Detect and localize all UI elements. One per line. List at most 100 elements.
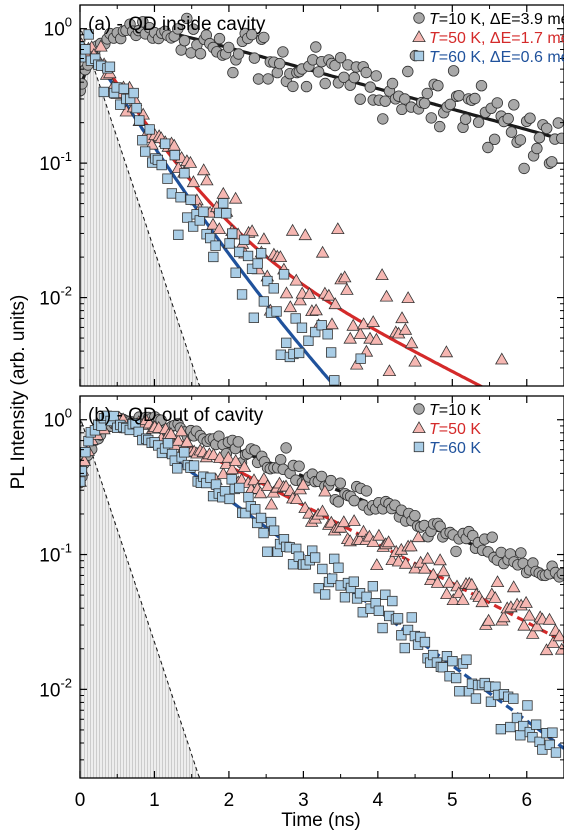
panel-a-marker-3 (98, 86, 109, 98)
panel-a-marker-2 (379, 289, 394, 302)
panel-b-marker-3 (234, 482, 245, 494)
panel-b-marker-2 (408, 561, 422, 574)
panel-a-marker-2 (401, 291, 415, 303)
panel-b-marker-3 (396, 630, 407, 641)
panel-b-marker-3 (348, 576, 360, 587)
panel-a-marker-3 (118, 83, 129, 94)
panel-a-marker-1 (469, 92, 481, 105)
panel-b-marker-2 (436, 564, 451, 577)
panel-a-marker-1 (222, 41, 235, 54)
panel-b-marker-2 (356, 524, 371, 537)
panel-a-marker-2 (216, 186, 231, 199)
panel-a-marker-3 (144, 124, 155, 135)
panel-a-y-tick-label: 10-1 (39, 149, 72, 175)
panel-a-marker-2 (325, 317, 339, 330)
panel-a-marker-3 (322, 329, 333, 340)
panel-a-marker-1 (444, 98, 457, 111)
panel-a-marker-1 (246, 28, 258, 41)
panel-a-marker-1 (370, 70, 382, 82)
panel-a-marker-3 (281, 337, 292, 349)
panel-a-marker-1 (287, 80, 299, 93)
panel-b-marker-2 (381, 535, 396, 548)
panel-b-marker-2 (465, 577, 479, 590)
panel-a-marker-3 (162, 173, 173, 184)
panel-a-marker-2 (404, 336, 419, 349)
panel-a-marker-1 (300, 80, 313, 93)
panel-b-marker-3 (399, 642, 410, 654)
panel-a-marker-2 (398, 322, 413, 335)
panel-b-marker-3 (243, 492, 254, 503)
panel-a-marker-3 (236, 289, 248, 300)
panel-b-marker-2 (404, 539, 418, 552)
panel-b-marker-3 (495, 724, 507, 735)
panel-b-marker-3 (309, 552, 321, 563)
panel-a-y-tick-label: 10-2 (39, 284, 72, 310)
panel-a-marker-3 (182, 212, 193, 223)
panel-b-marker-3 (402, 624, 414, 636)
panel-b-legend-label-1: T=10 K (429, 402, 481, 419)
x-tick-label: 1 (149, 790, 160, 811)
panel-b-marker-2 (519, 595, 533, 608)
panel-a-marker-3 (271, 306, 282, 317)
panel-b-marker-3 (505, 721, 516, 733)
panel-b-marker-2 (430, 575, 445, 588)
panel-a-marker-1 (399, 93, 411, 105)
panel-b-marker-2 (260, 479, 275, 491)
panel-b-marker-2 (290, 492, 304, 504)
panel-a-marker-3 (258, 296, 270, 307)
panel-a: (a) - QD inside cavity T=10 K, ΔE=3.9 me… (79, 4, 564, 387)
panel-a-marker-3 (204, 232, 216, 244)
panel-a-marker-2 (382, 364, 397, 376)
panel-b-marker-3 (518, 720, 529, 732)
panel-a-marker-2 (298, 228, 313, 241)
panel-b-y-tick-label: 100 (44, 406, 72, 432)
panel-b-marker-3 (80, 465, 87, 477)
panel-b-marker-3 (83, 435, 94, 447)
panel-a-marker-1 (213, 32, 226, 45)
panel-b-marker-2 (411, 530, 426, 543)
panel-a-marker-3 (221, 208, 232, 219)
panel-a-marker-1 (80, 78, 88, 90)
panel-a-marker-1 (187, 23, 200, 35)
panel-b-marker-1 (360, 485, 373, 497)
panel-a-marker-3 (175, 192, 186, 203)
panel-b-marker-1 (332, 496, 345, 508)
panel-a-marker-1 (459, 113, 472, 125)
panel-a-marker-3 (293, 347, 305, 359)
panel-b-marker-2 (171, 433, 186, 446)
panel-a-marker-2 (309, 303, 323, 316)
panel-a-marker-3 (169, 149, 180, 161)
panel-b-marker-2 (456, 592, 470, 605)
panel-b-marker-3 (255, 512, 267, 524)
panel-a-marker-3 (187, 221, 199, 232)
panel-b-marker-1 (556, 568, 564, 580)
panel-a-marker-1 (274, 57, 286, 70)
panel-a-marker-1 (505, 126, 518, 138)
panel-b-marker-3 (317, 563, 328, 575)
panel-b-marker-2 (552, 629, 564, 642)
panel-b-marker-1 (450, 545, 462, 558)
panel-b-title: (b) - QD out of cavity (88, 405, 264, 426)
panel-b-marker-1 (334, 477, 347, 489)
panel-a-marker-1 (402, 65, 414, 78)
panel-b-marker-2 (237, 459, 252, 472)
panel-b-marker-3 (210, 479, 222, 490)
panel-b-marker-3 (250, 504, 261, 515)
panel-a-marker-1 (348, 71, 361, 84)
panel-a-marker-1 (364, 81, 377, 93)
panel-b-marker-3 (522, 700, 533, 711)
panel-b-legend: T=10 K T=50 K T=60 K (412, 402, 481, 457)
panel-a-marker-3 (303, 335, 314, 346)
panel-b-marker-2 (546, 635, 560, 648)
panel-a-marker-2 (200, 173, 214, 186)
panel-b-marker-2 (366, 535, 380, 547)
panel-b-y-tick-label: 10-2 (39, 675, 72, 701)
panel-a-title: (a) - QD inside cavity (88, 14, 266, 35)
panel-a-marker-3 (115, 99, 126, 110)
panel-b-marker-2 (228, 454, 243, 466)
panel-a-marker-1 (248, 52, 261, 64)
panel-b-marker-1 (515, 547, 527, 559)
panel-a-marker-2 (289, 273, 304, 286)
panel-a-marker-1 (252, 73, 265, 85)
